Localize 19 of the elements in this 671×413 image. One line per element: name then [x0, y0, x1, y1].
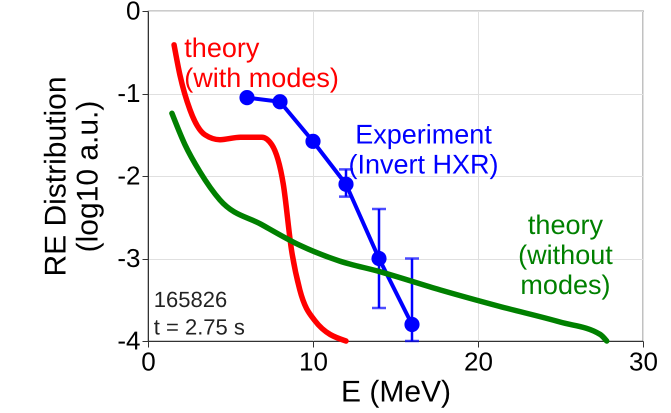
x-tick-label: 20 [464, 346, 493, 376]
y-tick-label: -4 [117, 326, 140, 356]
y-tick-label: -2 [117, 160, 140, 190]
annotation: 165826 [154, 287, 228, 312]
x-tick-label: 10 [299, 346, 328, 376]
series-label: Experiment (Invert HXR) [348, 119, 499, 180]
point [404, 316, 420, 332]
x-axis-title: E (MeV) [340, 376, 452, 408]
series-label: theory (without modes) [518, 210, 614, 300]
y-tick-label: -1 [117, 78, 140, 108]
point [371, 250, 387, 266]
point [272, 94, 288, 110]
series-label: theory (with modes) [184, 32, 339, 93]
annotation: t = 2.75 s [154, 314, 245, 340]
y-axis-title: RE Distribution (log10 a.u.) [39, 76, 104, 277]
x-tick-label: 30 [629, 346, 658, 376]
y-tick-label: -3 [117, 243, 140, 273]
y-tick-label: 0 [126, 0, 140, 26]
point [305, 134, 321, 149]
